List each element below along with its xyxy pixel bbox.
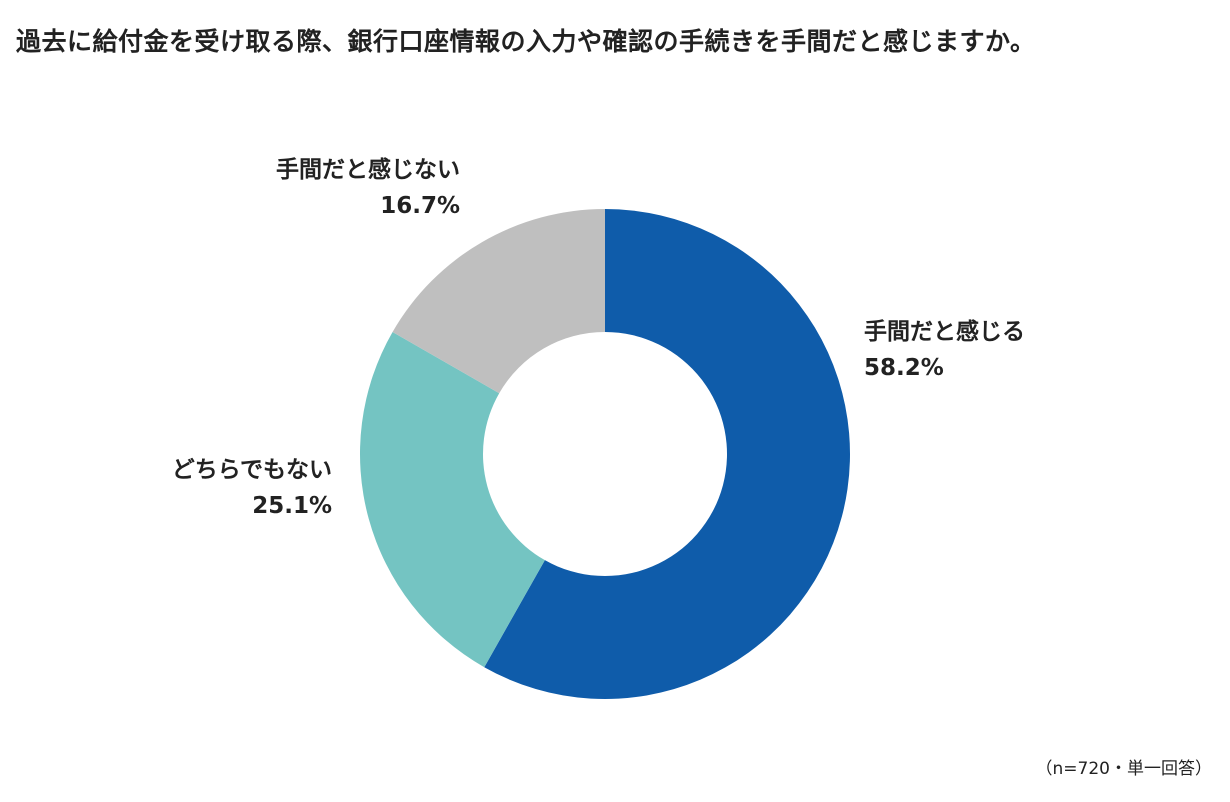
slice-label-not-feel-burden: 手間だと感じない 16.7% [276, 152, 460, 224]
sample-note: （n=720・単一回答） [1035, 759, 1212, 779]
slice-feel-burden [484, 209, 850, 699]
slice-name-neither: どちらでもない [171, 457, 332, 483]
slice-value-neither: 25.1% [252, 493, 332, 519]
slice-label-neither: どちらでもない 25.1% [172, 452, 332, 524]
slice-value-not-feel-burden: 16.7% [380, 193, 460, 219]
slice-name-feel-burden: 手間だと感じる [864, 319, 1025, 345]
slice-value-feel-burden: 58.2% [864, 355, 944, 381]
chart-title: 過去に給付金を受け取る際、銀行口座情報の入力や確認の手続きを手間だと感じますか。 [16, 27, 1036, 56]
slice-not-feel-burden [392, 209, 605, 394]
slice-label-feel-burden: 手間だと感じる 58.2% [864, 314, 1025, 386]
slice-neither [359, 331, 545, 668]
slice-name-not-feel-burden: 手間だと感じない [276, 157, 460, 183]
